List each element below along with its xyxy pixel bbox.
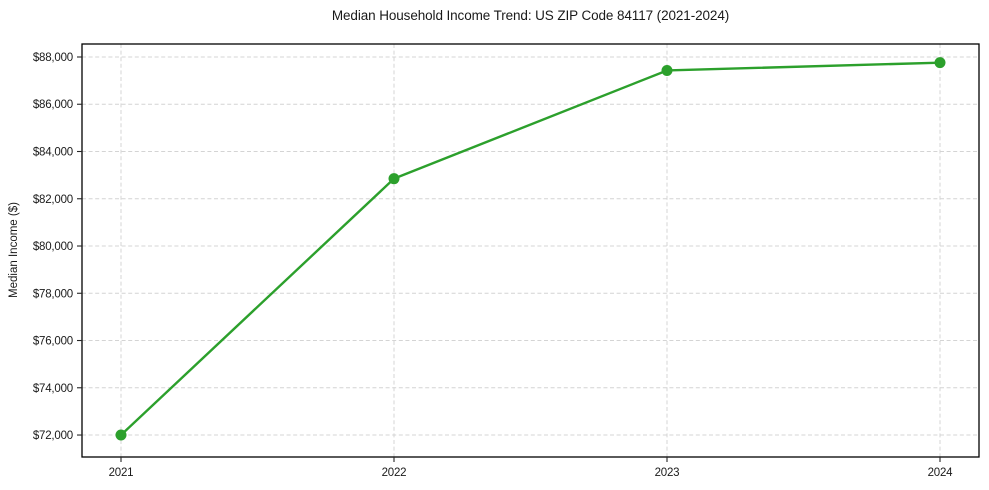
y-tick-label: $88,000	[33, 52, 73, 64]
x-tick-label: 2021	[109, 467, 134, 479]
x-tick-label: 2023	[655, 467, 680, 479]
x-tick-label: 2024	[928, 467, 954, 479]
chart-title: Median Household Income Trend: US ZIP Co…	[331, 8, 730, 23]
plot-border	[81, 43, 980, 458]
y-tick-label: $74,000	[33, 383, 73, 395]
data-point	[934, 57, 946, 69]
y-tick-label: $86,000	[33, 99, 73, 111]
x-tick-label: 2022	[382, 467, 407, 479]
trend-line	[119, 61, 942, 437]
y-tick-label: $82,000	[33, 194, 73, 206]
y-tick-label: $84,000	[33, 147, 73, 159]
y-tick-label: $72,000	[33, 430, 73, 442]
y-tick-label: $76,000	[33, 336, 73, 348]
y-tick-label: $78,000	[33, 288, 73, 300]
data-point	[388, 173, 400, 185]
data-point	[661, 64, 673, 76]
data-point	[115, 429, 127, 441]
y-tick-label: $80,000	[33, 241, 73, 253]
